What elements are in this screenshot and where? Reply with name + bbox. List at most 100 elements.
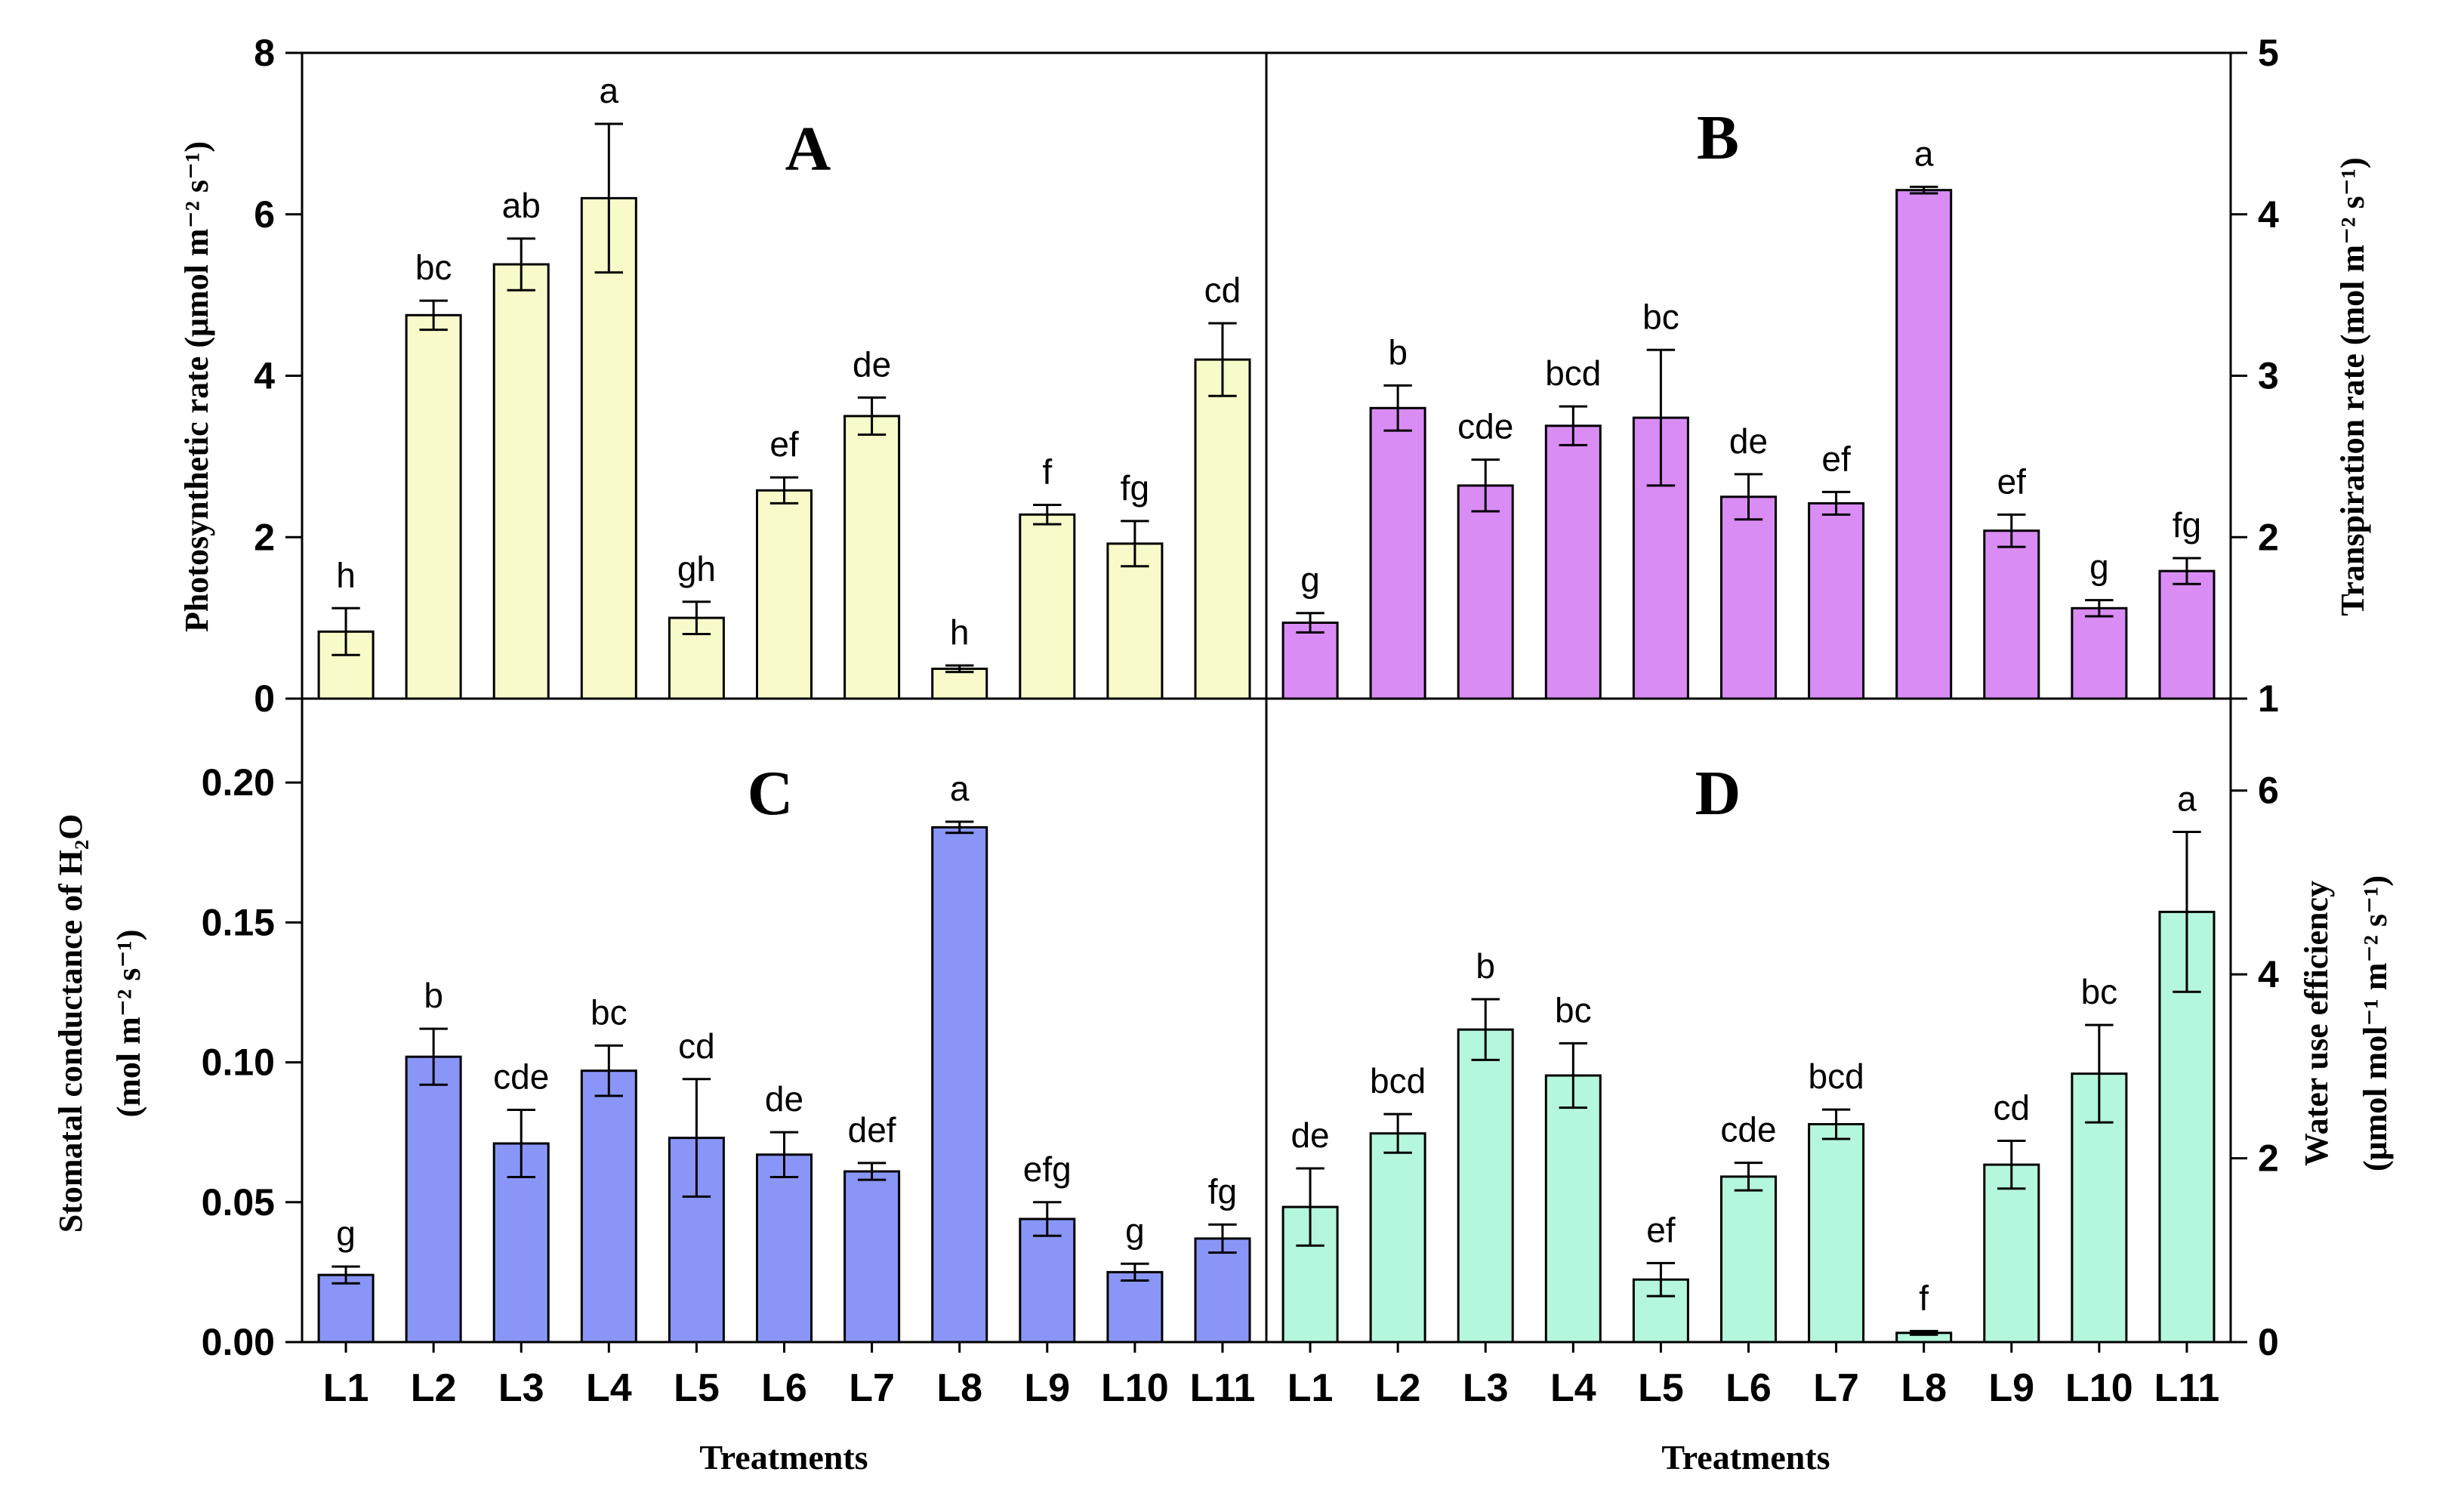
significance-label: a (1914, 134, 1934, 173)
y-tick-label: 0 (254, 677, 275, 720)
significance-label: ab (502, 186, 541, 225)
bar-l2 (1369, 406, 1426, 700)
x-axis-title-d: Treatments (1661, 1438, 1830, 1477)
significance-label: g (2089, 548, 2109, 587)
significance-label: cd (1204, 270, 1241, 310)
bar-l6 (756, 489, 813, 700)
bar-l4 (1544, 1074, 1602, 1344)
bar-l2 (1369, 1132, 1426, 1344)
significance-label: f (1919, 1278, 1929, 1317)
significance-label: h (950, 613, 970, 652)
significance-label: fg (2173, 505, 2201, 545)
significance-label: fg (1208, 1171, 1237, 1211)
bar-l7 (843, 1170, 901, 1344)
significance-label: b (424, 976, 443, 1015)
bar-l4 (580, 1069, 637, 1344)
panel-label-a: A (785, 114, 831, 184)
y-axis-title-d-line2: (μmol mol⁻¹ m⁻² s⁻¹) (2357, 875, 2394, 1171)
y-tick-label: 0.15 (202, 901, 275, 943)
y-tick-label: 6 (254, 193, 275, 236)
significance-label: a (950, 769, 970, 808)
y-axis-title-d-line1: Water use efficiency (2298, 881, 2335, 1166)
x-axis-title-c: Treatments (699, 1438, 868, 1477)
significance-label: gh (677, 549, 716, 588)
bar-l10 (1106, 542, 1164, 700)
y-tick-label: 0.10 (202, 1041, 275, 1084)
x-tick-label: L11 (2154, 1366, 2220, 1410)
significance-label: fg (1121, 468, 1149, 508)
y-tick-label: 6 (2258, 770, 2279, 812)
x-tick-label: L2 (1375, 1366, 1421, 1410)
x-tick-label: L10 (2065, 1366, 2133, 1410)
y-tick-label: 4 (2258, 953, 2279, 995)
y-tick-label: 2 (2258, 516, 2279, 558)
y-axis-title-c-line1: Stomatal conductance of H₂O (52, 814, 89, 1233)
bar-l9 (1983, 1163, 2040, 1344)
significance-label: bcd (1370, 1061, 1426, 1100)
bar-l8 (1895, 189, 1953, 700)
significance-label: bcd (1545, 353, 1601, 393)
bar-l6 (1720, 1175, 1777, 1344)
x-tick-label: L1 (1288, 1366, 1334, 1410)
bar-l7 (1808, 1123, 1865, 1344)
significance-label: g (1300, 560, 1320, 600)
x-tick-label: L3 (1463, 1366, 1509, 1410)
y-tick-label: 2 (254, 516, 275, 558)
significance-label: bc (1555, 990, 1592, 1029)
panel-label-c: C (748, 758, 794, 829)
bar-l3 (492, 263, 550, 700)
bar-l11 (1194, 358, 1251, 700)
significance-label: bcd (1809, 1057, 1864, 1096)
bar-l10 (2071, 606, 2128, 700)
y-tick-label: 5 (2258, 32, 2279, 74)
bar-l11 (1194, 1237, 1251, 1344)
y-tick-label: 2 (2258, 1137, 2279, 1180)
bar-l10 (1106, 1270, 1164, 1344)
significance-label: cd (1993, 1088, 2030, 1127)
x-tick-label: L4 (586, 1366, 632, 1410)
y-tick-label: 4 (254, 355, 275, 397)
significance-label: g (1125, 1211, 1145, 1250)
x-tick-label: L11 (1190, 1366, 1256, 1410)
y-tick-label: 0.05 (202, 1181, 275, 1224)
y-tick-label: 0.20 (202, 761, 275, 804)
bar-l7 (1808, 501, 1865, 700)
significance-label: g (336, 1214, 356, 1253)
significance-label: de (853, 344, 891, 384)
x-tick-label: L8 (936, 1366, 982, 1410)
x-tick-label: L6 (1725, 1366, 1772, 1410)
panel-c: g L1 b L2 cde L3 bc L4 cd L5 de L6 def L7 a L8 efg L9 g L10… (202, 761, 1266, 1410)
x-tick-label: L10 (1101, 1366, 1169, 1410)
significance-label: cd (678, 1026, 715, 1066)
significance-label: ef (1821, 439, 1851, 478)
significance-label: bc (591, 992, 628, 1032)
x-tick-label: L1 (323, 1366, 369, 1410)
x-tick-label: L9 (1024, 1366, 1070, 1410)
x-tick-label: L9 (1988, 1366, 2034, 1410)
y-tick-label: 0.00 (202, 1321, 275, 1363)
significance-label: ef (769, 424, 799, 464)
panel-label-d: D (1695, 758, 1741, 829)
significance-label: b (1476, 946, 1495, 986)
bar-l9 (1983, 529, 2040, 700)
significance-label: a (2177, 779, 2197, 818)
significance-label: cde (1457, 407, 1513, 446)
significance-label: cde (493, 1057, 549, 1097)
significance-label: de (1291, 1116, 1329, 1155)
significance-label: a (600, 71, 619, 110)
x-tick-label: L7 (849, 1366, 895, 1410)
panel-label-b: B (1697, 103, 1739, 173)
bar-l9 (1019, 513, 1076, 700)
significance-label: b (1388, 332, 1408, 372)
bar-l1 (1281, 622, 1339, 700)
bar-l2 (405, 1055, 462, 1344)
significance-label: de (1729, 421, 1768, 461)
significance-label: bc (1642, 297, 1679, 336)
significance-label: f (1042, 452, 1052, 492)
significance-label: h (336, 555, 356, 594)
x-tick-label: L7 (1813, 1366, 1859, 1410)
bar-l8 (931, 668, 988, 700)
x-tick-label: L8 (1901, 1366, 1947, 1410)
panel-frames (301, 51, 2232, 1342)
